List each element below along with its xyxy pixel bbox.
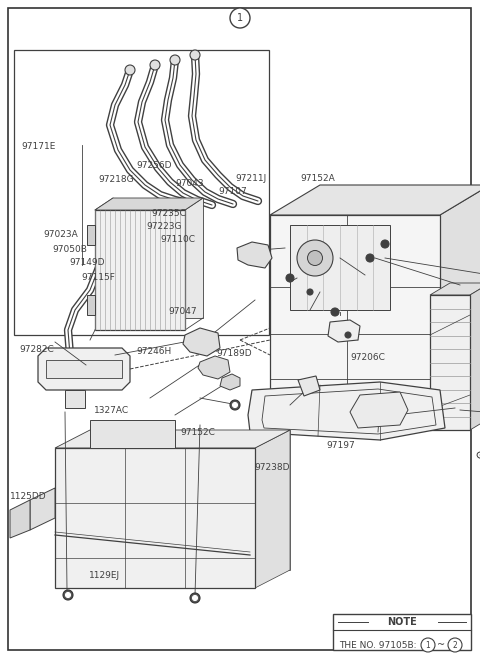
Text: NOTE: NOTE xyxy=(387,617,417,627)
Text: 97152A: 97152A xyxy=(300,174,335,183)
Text: 97189D: 97189D xyxy=(216,348,252,358)
Polygon shape xyxy=(333,614,471,650)
Polygon shape xyxy=(290,225,390,310)
Circle shape xyxy=(307,289,313,295)
Circle shape xyxy=(230,400,240,410)
Circle shape xyxy=(63,590,73,600)
Text: THE NO. 97105B:: THE NO. 97105B: xyxy=(339,640,417,649)
Circle shape xyxy=(421,638,435,652)
Circle shape xyxy=(286,274,294,282)
Circle shape xyxy=(331,308,339,316)
Polygon shape xyxy=(113,198,203,318)
Circle shape xyxy=(190,593,200,603)
Polygon shape xyxy=(90,420,175,448)
Text: 97110C: 97110C xyxy=(161,235,196,244)
Text: 2: 2 xyxy=(453,640,457,649)
Polygon shape xyxy=(87,225,95,245)
Text: 1129EJ: 1129EJ xyxy=(89,571,120,580)
Circle shape xyxy=(448,638,462,652)
Circle shape xyxy=(65,593,71,597)
Polygon shape xyxy=(350,392,408,428)
Polygon shape xyxy=(65,390,85,408)
Circle shape xyxy=(366,254,374,262)
Polygon shape xyxy=(87,295,95,315)
Text: 1: 1 xyxy=(426,640,431,649)
Circle shape xyxy=(192,595,197,601)
Circle shape xyxy=(170,55,180,65)
Polygon shape xyxy=(90,430,290,570)
Polygon shape xyxy=(440,185,480,420)
Text: 97256D: 97256D xyxy=(137,160,172,170)
Polygon shape xyxy=(248,382,445,440)
Text: ~: ~ xyxy=(437,640,445,650)
Text: 97246H: 97246H xyxy=(137,346,172,356)
Polygon shape xyxy=(237,242,272,268)
Circle shape xyxy=(297,240,333,276)
Polygon shape xyxy=(10,500,30,538)
Circle shape xyxy=(150,60,160,70)
Text: 97238D: 97238D xyxy=(254,463,290,472)
Text: 97043: 97043 xyxy=(175,179,204,188)
Text: 97171E: 97171E xyxy=(22,142,56,151)
Polygon shape xyxy=(255,430,290,588)
Text: 97282C: 97282C xyxy=(19,345,54,354)
Text: 1327AC: 1327AC xyxy=(94,406,129,415)
Circle shape xyxy=(381,240,389,248)
Polygon shape xyxy=(328,320,360,342)
Text: 97223G: 97223G xyxy=(146,222,182,231)
Polygon shape xyxy=(270,390,480,420)
Polygon shape xyxy=(30,488,55,530)
Polygon shape xyxy=(430,283,480,295)
Text: 97218G: 97218G xyxy=(98,175,134,184)
Circle shape xyxy=(232,403,238,407)
Text: 97197: 97197 xyxy=(326,441,355,450)
Polygon shape xyxy=(55,430,290,448)
Polygon shape xyxy=(38,348,130,390)
Polygon shape xyxy=(55,448,255,588)
Circle shape xyxy=(308,251,323,265)
Circle shape xyxy=(230,8,250,28)
Polygon shape xyxy=(298,376,320,396)
Polygon shape xyxy=(95,210,185,330)
Text: 97235C: 97235C xyxy=(151,209,186,218)
Polygon shape xyxy=(198,356,230,379)
Polygon shape xyxy=(270,215,440,420)
Polygon shape xyxy=(430,295,470,430)
Text: 1125DD: 1125DD xyxy=(10,492,46,501)
Circle shape xyxy=(125,65,135,75)
Text: 97107: 97107 xyxy=(218,187,247,196)
Text: 97211J: 97211J xyxy=(235,174,266,183)
Circle shape xyxy=(285,228,345,288)
Text: 97050B: 97050B xyxy=(53,245,88,254)
Polygon shape xyxy=(470,283,480,430)
Text: 97206C: 97206C xyxy=(350,353,385,362)
Text: 97115F: 97115F xyxy=(82,273,116,282)
Circle shape xyxy=(190,50,200,60)
Text: 97047: 97047 xyxy=(168,307,197,316)
Polygon shape xyxy=(270,185,480,215)
Polygon shape xyxy=(220,374,240,390)
Polygon shape xyxy=(46,360,122,378)
Circle shape xyxy=(345,332,351,338)
Text: 97023A: 97023A xyxy=(43,230,78,239)
Polygon shape xyxy=(95,198,203,210)
Polygon shape xyxy=(183,328,220,356)
Text: 97149D: 97149D xyxy=(70,258,105,267)
Text: 1: 1 xyxy=(237,13,243,23)
Text: 97152C: 97152C xyxy=(180,428,215,437)
